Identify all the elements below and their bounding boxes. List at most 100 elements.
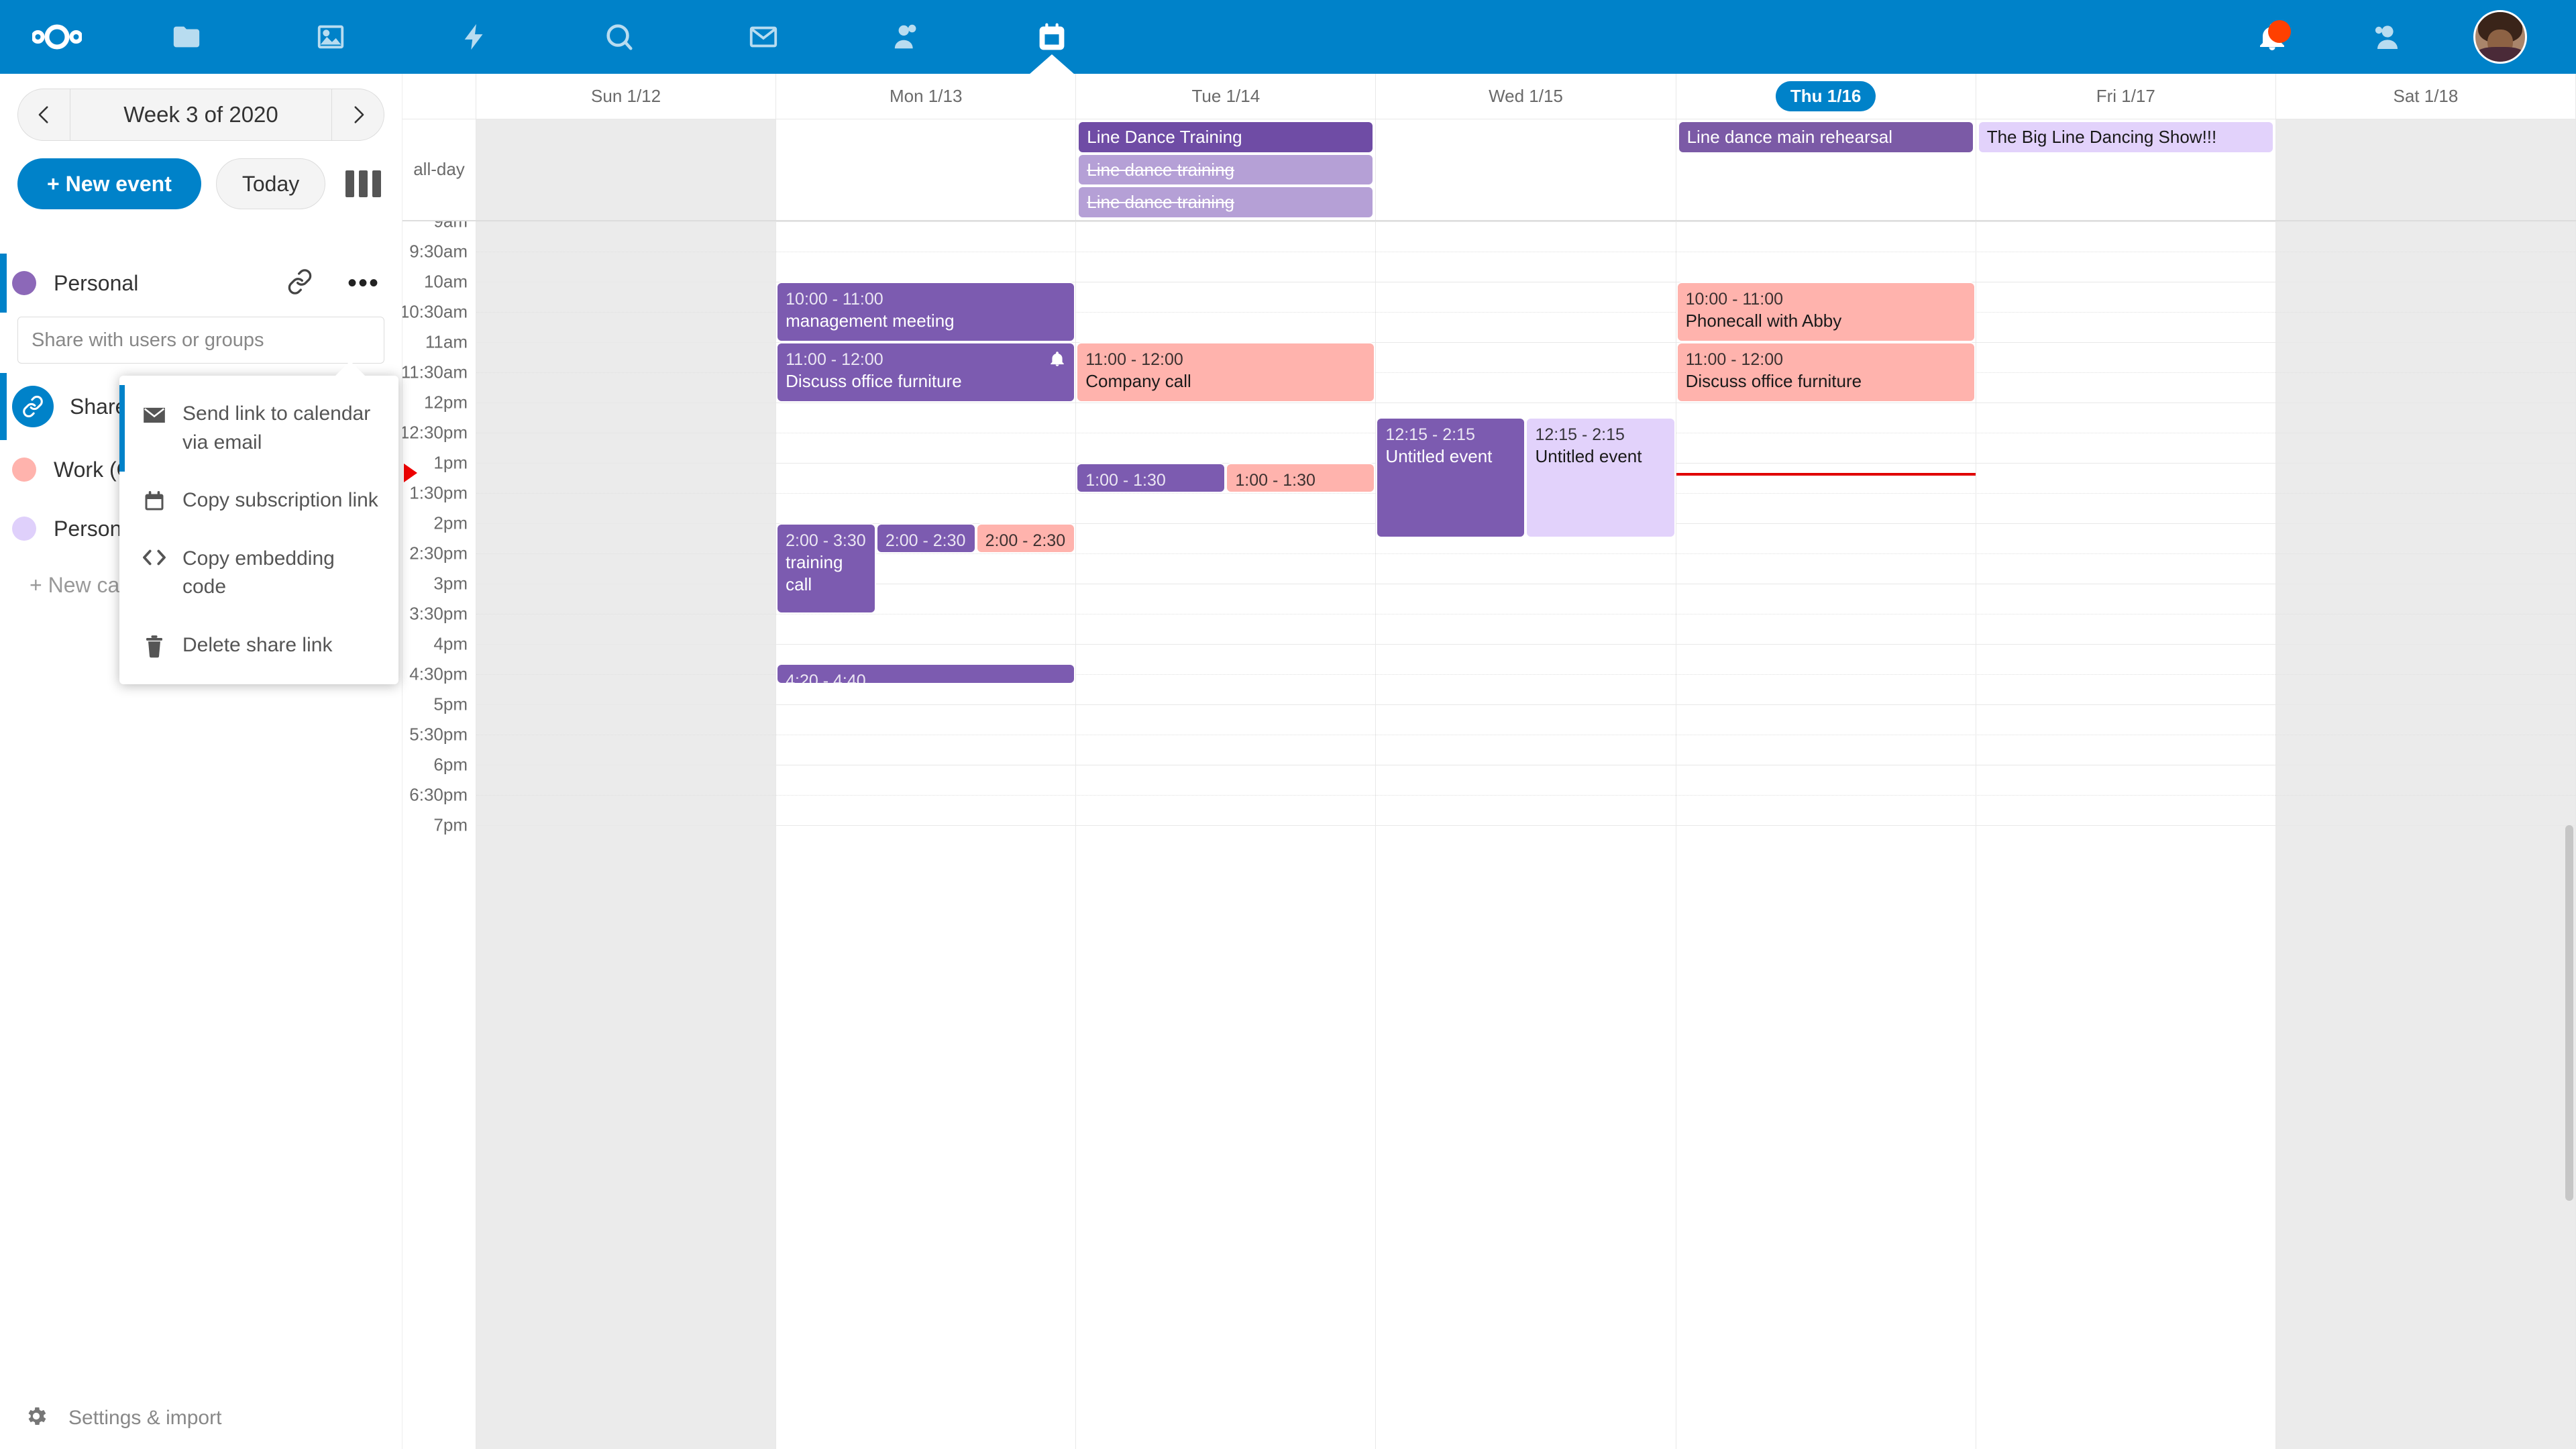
menu-item-copy-embedding-code[interactable]: Copy embedding code [119,530,398,616]
time-label: 3:30pm [409,603,468,623]
all-day-cell-4[interactable]: Line dance main rehearsal [1676,119,1976,220]
menu-item-label: Copy embedding code [182,547,335,598]
grid-line [476,643,2576,645]
day-header-6[interactable]: Sat 1/18 [2276,74,2576,119]
top-app-bar [0,0,2576,74]
share-link-icon[interactable] [286,268,313,299]
calendar-event[interactable]: 12:15 - 2:15 Untitled event [1376,417,1526,538]
day-header-2[interactable]: Tue 1/14 [1076,74,1377,119]
new-event-button[interactable]: + New event [17,158,201,209]
all-day-cell-3[interactable] [1376,119,1676,220]
nav-photos[interactable] [258,0,402,74]
time-label: 11:30am [402,362,468,382]
week-navigator: Week 3 of 2020 [17,89,384,141]
next-week-button[interactable] [331,89,384,140]
share-with-users-input[interactable]: Share with users or groups [17,317,384,364]
nav-files[interactable] [114,0,258,74]
nav-mail[interactable] [691,0,835,74]
all-day-event[interactable]: Line Dance Training [1079,122,1373,152]
all-day-row: all-day Line Dance Training Line dance tr… [402,119,2576,221]
current-time-line [1676,472,1976,476]
code-icon [136,545,173,568]
calendar-menu-button[interactable]: ••• [347,268,380,298]
day-column-0[interactable] [476,221,777,1449]
all-day-event[interactable]: The Big Line Dancing Show!!! [1978,122,2273,152]
all-day-cell-2[interactable]: Line Dance Training Line dance training Li… [1076,119,1377,220]
day-column-1[interactable]: 10:00 - 11:00 management meeting 11:00 - 1… [776,221,1077,1449]
all-day-cell-5[interactable]: The Big Line Dancing Show!!! [1976,119,2276,220]
nav-contacts[interactable] [835,0,979,74]
time-grid-scroll[interactable]: 10:00 - 11:00 management meeting 11:00 - 1… [402,221,2576,1449]
contacts-menu-icon[interactable] [2329,0,2443,74]
nav-search[interactable] [547,0,691,74]
day-column-3[interactable]: 12:15 - 2:15 Untitled event 12:15 - 2:15 Un… [1376,221,1676,1449]
day-header-1[interactable]: Mon 1/13 [776,74,1077,119]
user-avatar[interactable] [2443,0,2557,74]
event-time: 2:00 - 3:30 [786,531,866,550]
calendar-color-dot [12,458,36,482]
time-label: 1pm [433,452,468,472]
vertical-scrollbar[interactable] [2565,824,2573,1201]
day-column-4[interactable]: 10:00 - 11:00 Phonecall with Abby 11:00 - … [1676,221,1976,1449]
calendar-view: Sun 1/12 Mon 1/13 Tue 1/14 Wed 1/15 Thu 1/16… [402,74,2576,1449]
day-header-row: Sun 1/12 Mon 1/13 Tue 1/14 Wed 1/15 Thu 1/16… [402,74,2576,119]
day-column-6[interactable] [2275,221,2576,1449]
all-day-cell-1[interactable] [776,119,1077,220]
time-label: 1:30pm [409,482,468,502]
calendar-event[interactable]: 11:00 - 12:00 Discuss office furniture [1676,341,1976,402]
calendar-event[interactable]: 1:00 - 1:30Discuss project announcement [1076,462,1226,493]
alarm-bell-icon [1049,350,1066,373]
calendar-event[interactable]: 4:20 - 4:40purchasing dept conversation [776,663,1076,684]
all-day-cell-6[interactable] [2275,119,2576,220]
time-label: 2pm [433,513,468,533]
calendar-event[interactable]: 2:00 - 2:30check-in [975,523,1076,553]
calendar-event[interactable]: 10:00 - 11:00 management meeting [776,281,1076,342]
time-label: 5pm [433,694,468,714]
all-day-event[interactable]: Line dance training [1079,154,1373,184]
notifications-bell-icon[interactable] [2215,0,2329,74]
time-label: 5:30pm [409,724,468,744]
nav-calendar[interactable] [979,0,1124,74]
all-day-event[interactable]: Line dance training [1079,187,1373,217]
nav-activity[interactable] [402,0,547,74]
day-header-4[interactable]: Thu 1/16 [1676,74,1976,119]
day-header-5[interactable]: Fri 1/17 [1976,74,2276,119]
envelope-icon [136,400,173,428]
grid-line [476,372,2576,373]
notification-badge [2268,20,2291,43]
event-title: Discuss project announcement [1235,491,1366,492]
calendar-event[interactable]: 11:00 - 12:00 Discuss office furniture [776,341,1076,402]
day-header-3[interactable]: Wed 1/15 [1376,74,1676,119]
calendar-event[interactable]: 11:00 - 12:00 Company call [1076,341,1376,402]
week-view-toggle[interactable] [345,170,382,197]
time-label: 11am [425,331,468,352]
calendar-event[interactable]: 1:00 - 1:30Discuss project announcement [1226,462,1376,493]
gear-icon [24,1404,48,1432]
grid-line [476,704,2576,705]
calendar-event[interactable]: 12:15 - 2:15 Untitled event [1525,417,1676,538]
day-header-0[interactable]: Sun 1/12 [476,74,777,119]
calendar-event[interactable]: 10:00 - 11:00 Phonecall with Abby [1676,281,1976,342]
menu-item-delete-share-link[interactable]: Delete share link [119,616,398,675]
calendar-event[interactable]: 2:00 - 2:30check-in [875,523,976,553]
event-time: 12:15 - 2:15 [1535,425,1625,444]
event-time: 10:00 - 11:00 [1685,289,1784,309]
menu-item-send-link-email[interactable]: Send link to calendar via email [119,385,398,472]
settings-and-import-button[interactable]: Settings & import [0,1404,402,1432]
topbar-right-actions [2215,0,2576,74]
time-label: 12pm [423,392,468,412]
nextcloud-logo[interactable] [0,23,114,50]
menu-item-label: Copy subscription link [182,489,378,512]
calendar-event[interactable]: 2:00 - 3:30 training call [776,523,876,614]
all-day-event[interactable]: Line dance main rehearsal [1678,122,1973,152]
today-button[interactable]: Today [215,158,326,209]
current-week-label: Week 3 of 2020 [123,102,278,127]
time-axis: 9am 9:30am 10am 10:30am 11am 11:30am 12pm 12:30… [402,221,476,1449]
calendar-item-personal[interactable]: Personal ••• [0,254,402,313]
menu-item-copy-subscription-link[interactable]: Copy subscription link [119,472,398,530]
day-column-5[interactable] [1976,221,2276,1449]
all-day-cell-0[interactable] [476,119,777,220]
share-link-context-menu: Send link to calendar via email Copy sub… [119,361,398,684]
previous-week-button[interactable] [18,89,70,140]
